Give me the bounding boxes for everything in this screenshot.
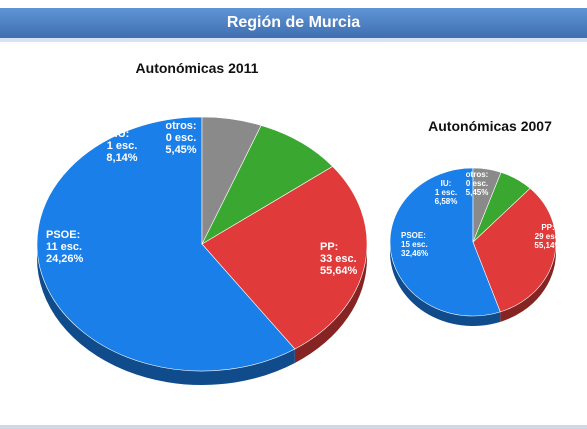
pie-slice-0-1	[201, 166, 368, 350]
pie-side-1-0	[390, 242, 501, 326]
slice-label-0-1: PSOE: 11 esc. 24,26%	[46, 229, 84, 265]
slice-label-0-2: IU: 1 esc. 8,14%	[106, 128, 137, 164]
slice-label-1-2: IU: 1 esc. 6,58%	[435, 179, 458, 206]
chart-title-2011: Autonómicas 2011	[135, 60, 259, 76]
region-header: Región de Murcia	[0, 8, 587, 38]
pie-side-1-1	[500, 242, 556, 322]
pie-slice-0-2	[201, 125, 334, 245]
pie-side-0-0	[37, 244, 295, 385]
pie-chart-1: PP: 29 esc. 55,14% PSOE: 15 esc. 32,46% IU: 1 e…	[389, 167, 562, 326]
slice-label-1-0: PP: 29 esc. 55,14%	[534, 223, 561, 250]
slice-label-1-1: PSOE: 15 esc. 32,46%	[401, 231, 428, 258]
slice-label-0-0: PP: 33 esc. 55,64%	[320, 241, 358, 277]
header-divider	[0, 38, 587, 42]
chart-title-2007: Autonómicas 2007	[428, 118, 552, 134]
slice-label-1-3: otros: 0 esc. 5,45%	[466, 170, 489, 197]
region-title: Región de Murcia	[226, 14, 361, 31]
bottom-divider	[0, 425, 587, 429]
pie-slice-1-1	[472, 187, 557, 313]
pie-side-0-1	[294, 244, 367, 363]
pie-chart-0: PP: 33 esc. 55,64% PSOE: 11 esc. 24,26% IU: 1 e…	[36, 116, 368, 385]
pie-slice-1-3	[472, 167, 502, 243]
pie-slice-0-0	[36, 116, 296, 372]
pie-slice-0-3	[201, 116, 262, 245]
slice-label-0-3: otros: 0 esc. 5,45%	[165, 120, 196, 156]
